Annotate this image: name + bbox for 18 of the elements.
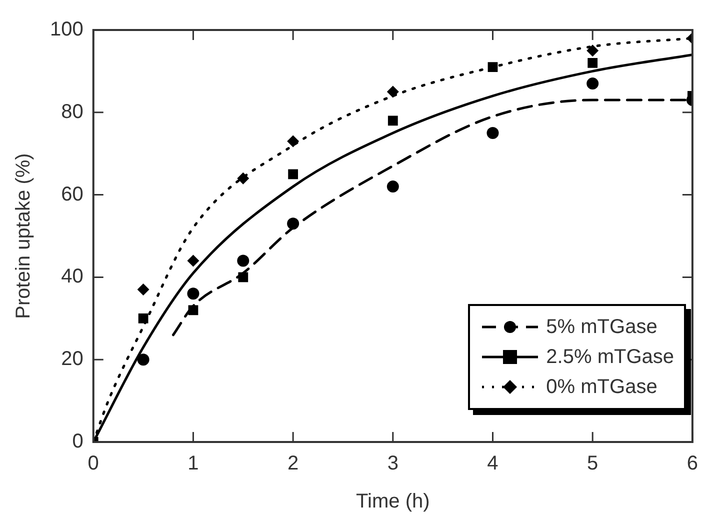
x-axis-title: Time (h) <box>356 490 430 513</box>
legend-label: 2.5% mTGase <box>546 345 674 370</box>
legend-label: 5% mTGase <box>546 315 658 340</box>
x-tick-label: 2 <box>287 452 299 475</box>
x-tick-label: 6 <box>686 452 698 475</box>
y-tick-label: 60 <box>61 183 84 206</box>
x-tick-label: 4 <box>487 452 498 475</box>
x-tick-label: 0 <box>88 452 99 475</box>
y-tick-label: 40 <box>61 266 84 288</box>
y-tick-label: 0 <box>72 430 84 453</box>
x-tick-label: 3 <box>387 452 398 475</box>
y-tick-label: 80 <box>61 100 84 123</box>
x-tick-label: 1 <box>188 452 199 475</box>
x-tick-label: 5 <box>587 452 598 475</box>
legend-label: 0% mTGase <box>546 375 658 400</box>
y-tick-label: 100 <box>50 18 84 41</box>
y-axis-title: Protein uptake (%) <box>12 153 35 319</box>
y-tick-label: 20 <box>61 348 84 370</box>
